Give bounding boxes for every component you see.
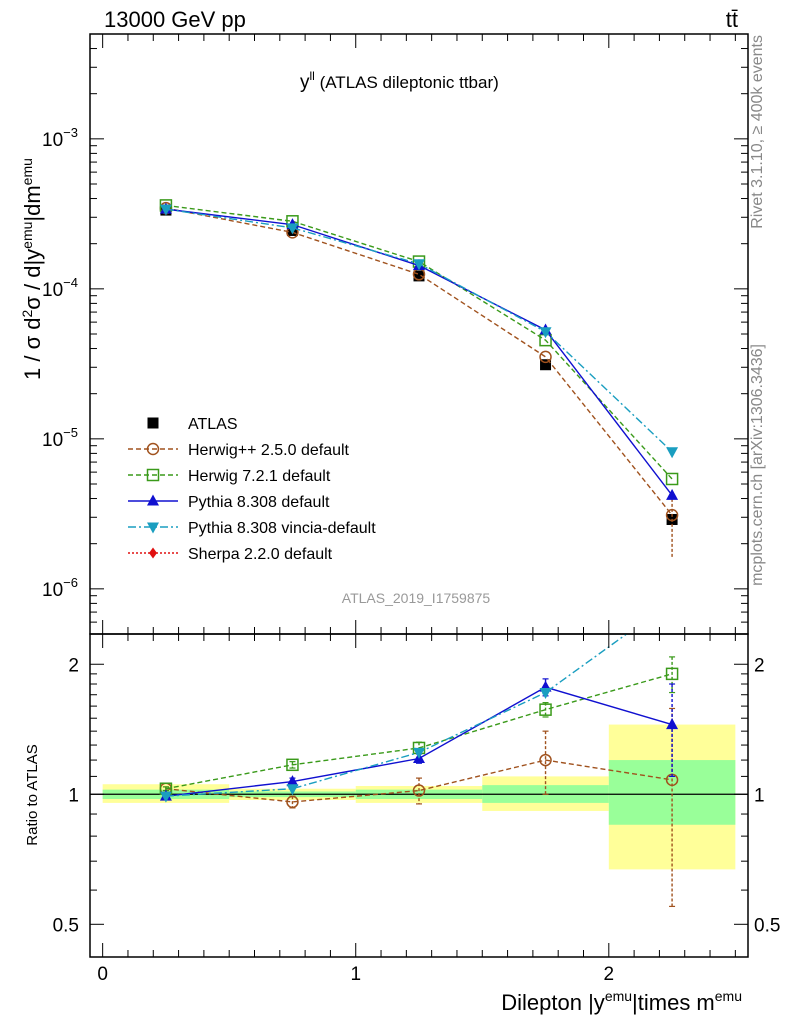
main-point-data [540, 359, 552, 371]
ratio-series-layer [159, 597, 679, 908]
ratio-point-vincia [539, 688, 552, 700]
main-series-layer [159, 199, 679, 559]
main-point-herwigpp [539, 350, 552, 364]
ratio-point-herwig7 [539, 703, 552, 716]
legend-marker-data [147, 417, 159, 429]
rivet-version-label: Rivet 3.1.10, ≥ 400k events [749, 35, 766, 229]
ratio-y-tick-label-right: 2 [754, 655, 765, 676]
ratio-point-vincia [159, 791, 172, 803]
main-point-vincia [413, 259, 425, 271]
legend-marker-herwig7 [146, 468, 160, 482]
main-point-herwig7 [665, 472, 679, 486]
main-line-vincia [165, 208, 673, 453]
energy-label: 13000 GeV pp [104, 7, 246, 32]
legend-label-pythia: Pythia 8.308 default [188, 494, 330, 511]
legend: ATLAS Herwig++ 2.5.0 default Herwig 7.2.1 … [128, 416, 376, 563]
main-line-herwigpp [165, 207, 673, 516]
legend-label-herwig7: Herwig 7.2.1 default [188, 468, 331, 485]
ratio-point-vincia [666, 597, 678, 608]
main-frame [89, 33, 749, 635]
ratio-y-tick-label: 2 [68, 655, 79, 676]
legend-marker-herwigpp [146, 442, 160, 456]
ratio-axes: 0.5 0.5 1 1 2 2 0 1 2 [53, 633, 780, 985]
ratio-frame [89, 633, 749, 958]
main-y-axis-label: 1 / σ d2σ / d|yemu|dmemu [19, 158, 45, 380]
x-axis-label: Dilepton |yemu|times memu [501, 988, 742, 1015]
main-point-vincia [666, 447, 679, 459]
legend-label-data: ATLAS [188, 416, 238, 433]
x-tick-label: 1 [350, 964, 361, 985]
ratio-line-herwig7 [165, 673, 673, 790]
main-line-herwig7 [165, 204, 673, 480]
ratio-point-herwig7 [286, 758, 299, 772]
ratio-point-pythia [666, 718, 679, 730]
main-point-vincia [286, 223, 299, 235]
legend-marker-sherpa [149, 547, 157, 559]
main-point-vincia [539, 327, 552, 339]
legend-marker-vincia [147, 522, 159, 534]
main-y-tick-label: 10−5 [42, 425, 78, 451]
ratio-point-pythia [286, 775, 299, 787]
main-point-vincia [159, 204, 172, 216]
ratio-point-herwigpp [286, 795, 299, 809]
legend-marker-pythia [147, 494, 159, 506]
main-axes: 10−6 10−5 10−4 10−3 [42, 33, 749, 635]
main-y-tick-label: 10−4 [42, 275, 78, 301]
legend-label-vincia: Pythia 8.308 vincia-default [188, 520, 376, 537]
ratio-line-herwigpp [165, 759, 673, 803]
analysis-id-label: ATLAS_2019_I1759875 [342, 590, 491, 606]
legend-label-sherpa: Sherpa 2.2.0 default [188, 546, 333, 563]
ratio-y-tick-label-right: 0.5 [754, 915, 780, 936]
ratio-y-tick-label: 0.5 [53, 915, 79, 936]
main-point-pythia [666, 488, 679, 500]
ratio-point-vincia [286, 784, 299, 796]
ratio-line-vincia [165, 634, 628, 797]
process-label: tt̄ [726, 7, 738, 32]
ratio-uncertainty-bands [90, 724, 748, 870]
ratio-y-axis-label: Ratio to ATLAS [24, 744, 41, 845]
main-y-tick-label: 10−6 [42, 575, 78, 601]
ratio-point-herwig7 [665, 667, 679, 681]
ratio-point-herwigpp [539, 753, 552, 767]
main-y-tick-label: 10−3 [42, 125, 78, 151]
plot-title: yll (ATLAS dileptonic ttbar) [300, 69, 499, 93]
ratio-y-tick-label: 1 [68, 785, 79, 806]
x-tick-label: 2 [604, 964, 615, 985]
main-point-herwigpp [665, 508, 679, 522]
ratio-point-vincia [413, 747, 425, 759]
main-point-data [413, 270, 425, 282]
ratio-point-herwigpp [412, 784, 426, 797]
mcplots-label: mcplots.cern.ch [arXiv:1306.3436] [749, 344, 766, 586]
ratio-y-tick-label-right: 1 [754, 785, 765, 806]
legend-label-herwigpp: Herwig++ 2.5.0 default [188, 442, 350, 459]
x-tick-label: 0 [97, 964, 108, 985]
